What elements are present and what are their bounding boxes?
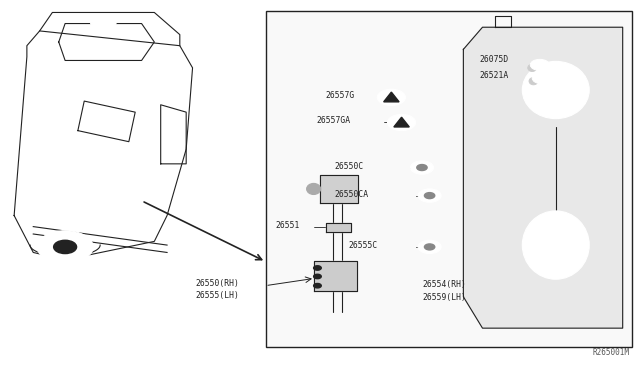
- Circle shape: [410, 161, 433, 174]
- Circle shape: [314, 283, 321, 288]
- Text: 26557GA: 26557GA: [316, 116, 350, 125]
- Circle shape: [424, 193, 435, 199]
- Text: 26557G: 26557G: [325, 91, 355, 100]
- Circle shape: [378, 89, 405, 106]
- Text: 26554(RH)
26559(LH): 26554(RH) 26559(LH): [422, 280, 466, 302]
- Polygon shape: [320, 175, 358, 203]
- Circle shape: [54, 240, 77, 254]
- Ellipse shape: [91, 21, 116, 26]
- Polygon shape: [394, 117, 409, 127]
- Text: 26550(RH)
26555(LH): 26550(RH) 26555(LH): [196, 279, 239, 300]
- Circle shape: [314, 274, 321, 279]
- Text: 26555C: 26555C: [349, 241, 378, 250]
- Polygon shape: [314, 260, 357, 291]
- Text: 26075D: 26075D: [479, 55, 509, 64]
- FancyBboxPatch shape: [266, 11, 632, 347]
- Circle shape: [418, 240, 441, 254]
- Ellipse shape: [522, 61, 589, 119]
- Text: 26550C: 26550C: [334, 162, 364, 171]
- Circle shape: [418, 189, 441, 202]
- Polygon shape: [326, 223, 351, 232]
- Ellipse shape: [529, 77, 538, 85]
- Circle shape: [314, 266, 321, 270]
- Text: 26550CA: 26550CA: [334, 190, 368, 199]
- Ellipse shape: [307, 183, 321, 195]
- Circle shape: [424, 244, 435, 250]
- Text: R265001M: R265001M: [592, 349, 629, 357]
- Ellipse shape: [528, 64, 537, 71]
- Text: 26551: 26551: [275, 221, 300, 230]
- Polygon shape: [463, 27, 623, 328]
- Circle shape: [531, 60, 549, 70]
- Circle shape: [37, 231, 93, 263]
- Polygon shape: [383, 92, 399, 102]
- Circle shape: [532, 73, 551, 84]
- Circle shape: [417, 164, 427, 170]
- Text: 26521A: 26521A: [479, 71, 509, 80]
- Circle shape: [388, 114, 415, 131]
- Ellipse shape: [522, 211, 589, 279]
